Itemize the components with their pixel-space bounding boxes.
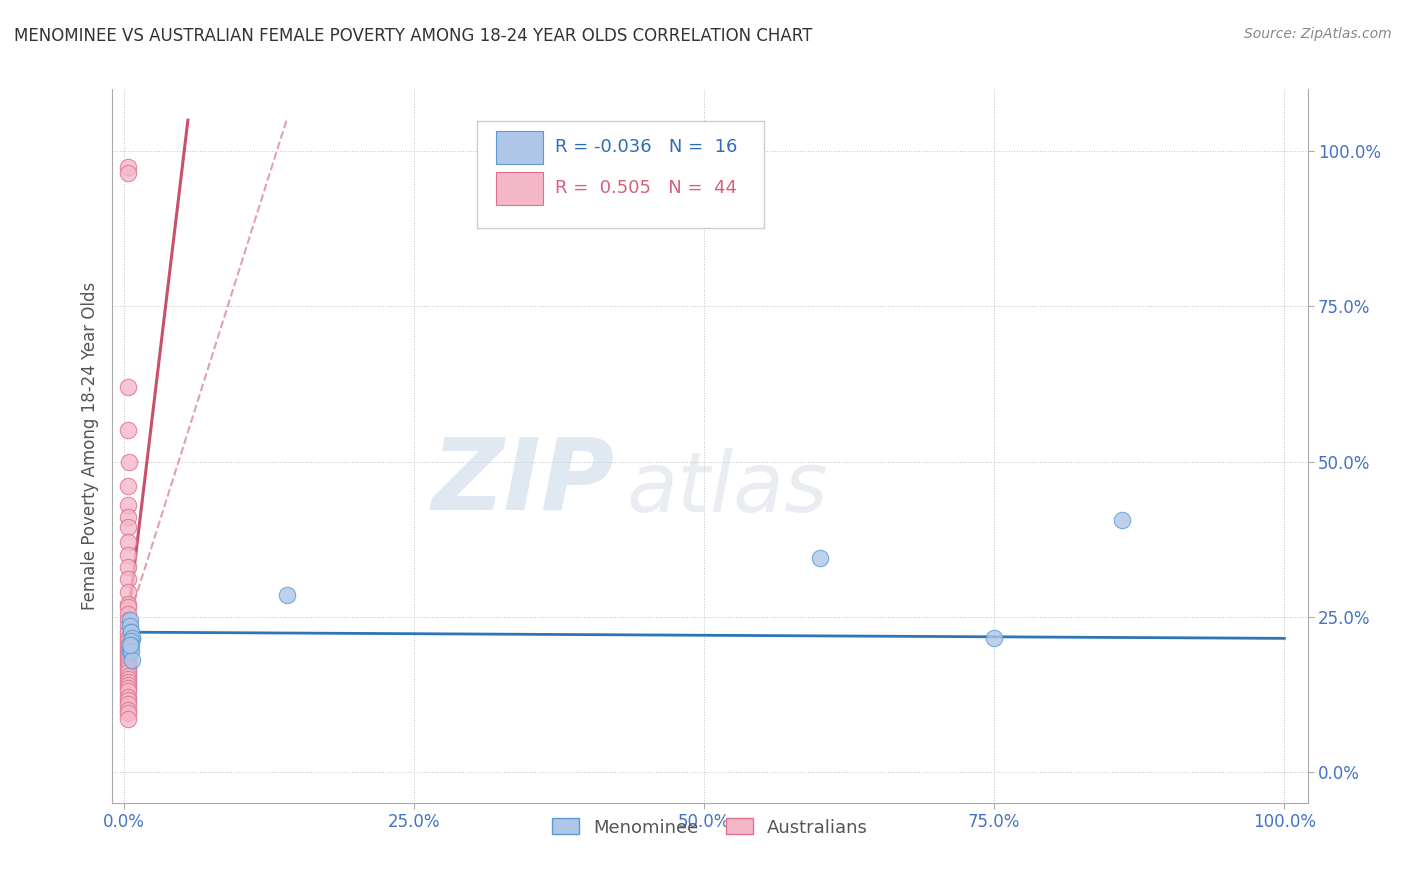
- Text: R =  0.505   N =  44: R = 0.505 N = 44: [554, 178, 737, 196]
- Point: [117, 644, 139, 658]
- Point: [117, 560, 139, 574]
- Point: [118, 613, 141, 627]
- Point: [117, 607, 139, 621]
- Point: [117, 600, 139, 615]
- FancyBboxPatch shape: [496, 131, 543, 164]
- Point: [118, 638, 141, 652]
- Text: MENOMINEE VS AUSTRALIAN FEMALE POVERTY AMONG 18-24 YEAR OLDS CORRELATION CHART: MENOMINEE VS AUSTRALIAN FEMALE POVERTY A…: [14, 27, 813, 45]
- Point: [117, 160, 139, 174]
- Point: [117, 668, 139, 682]
- Point: [117, 634, 139, 648]
- Point: [117, 625, 139, 640]
- Point: [121, 632, 143, 646]
- Point: [117, 479, 139, 493]
- Point: [121, 632, 143, 646]
- Point: [117, 613, 139, 627]
- Point: [117, 659, 139, 673]
- Point: [118, 454, 141, 468]
- Point: [120, 625, 142, 640]
- Point: [117, 662, 139, 676]
- Point: [120, 644, 142, 658]
- Point: [117, 584, 139, 599]
- Point: [117, 653, 139, 667]
- Point: [1111, 513, 1133, 527]
- Point: [117, 697, 139, 711]
- Point: [117, 619, 139, 633]
- Point: [117, 632, 139, 646]
- Point: [120, 638, 142, 652]
- Text: Source: ZipAtlas.com: Source: ZipAtlas.com: [1244, 27, 1392, 41]
- Point: [276, 588, 298, 602]
- Point: [117, 548, 139, 562]
- Text: R = -0.036   N =  16: R = -0.036 N = 16: [554, 138, 737, 156]
- Point: [118, 619, 141, 633]
- Point: [117, 638, 139, 652]
- Point: [808, 550, 831, 565]
- Point: [118, 644, 141, 658]
- Point: [117, 510, 139, 524]
- Point: [117, 597, 139, 611]
- Point: [117, 684, 139, 698]
- Point: [117, 678, 139, 692]
- Point: [117, 665, 139, 680]
- Point: [117, 573, 139, 587]
- Point: [117, 674, 139, 689]
- Point: [121, 653, 143, 667]
- Point: [117, 693, 139, 707]
- Point: [117, 672, 139, 686]
- Point: [117, 706, 139, 720]
- Point: [117, 650, 139, 665]
- Text: atlas: atlas: [627, 449, 828, 529]
- Point: [117, 690, 139, 705]
- Text: ZIP: ZIP: [432, 434, 614, 530]
- Point: [117, 519, 139, 533]
- Point: [120, 625, 142, 640]
- Point: [983, 632, 1005, 646]
- Point: [117, 656, 139, 670]
- Point: [117, 498, 139, 512]
- FancyBboxPatch shape: [477, 121, 763, 228]
- Point: [117, 640, 139, 655]
- Point: [117, 703, 139, 717]
- Point: [117, 681, 139, 695]
- Legend: Menominee, Australians: Menominee, Australians: [544, 811, 876, 844]
- Point: [117, 712, 139, 726]
- Point: [117, 647, 139, 661]
- Point: [120, 634, 142, 648]
- Point: [117, 166, 139, 180]
- Point: [117, 535, 139, 549]
- Point: [117, 424, 139, 438]
- FancyBboxPatch shape: [496, 172, 543, 205]
- Y-axis label: Female Poverty Among 18-24 Year Olds: Female Poverty Among 18-24 Year Olds: [80, 282, 98, 610]
- Point: [117, 380, 139, 394]
